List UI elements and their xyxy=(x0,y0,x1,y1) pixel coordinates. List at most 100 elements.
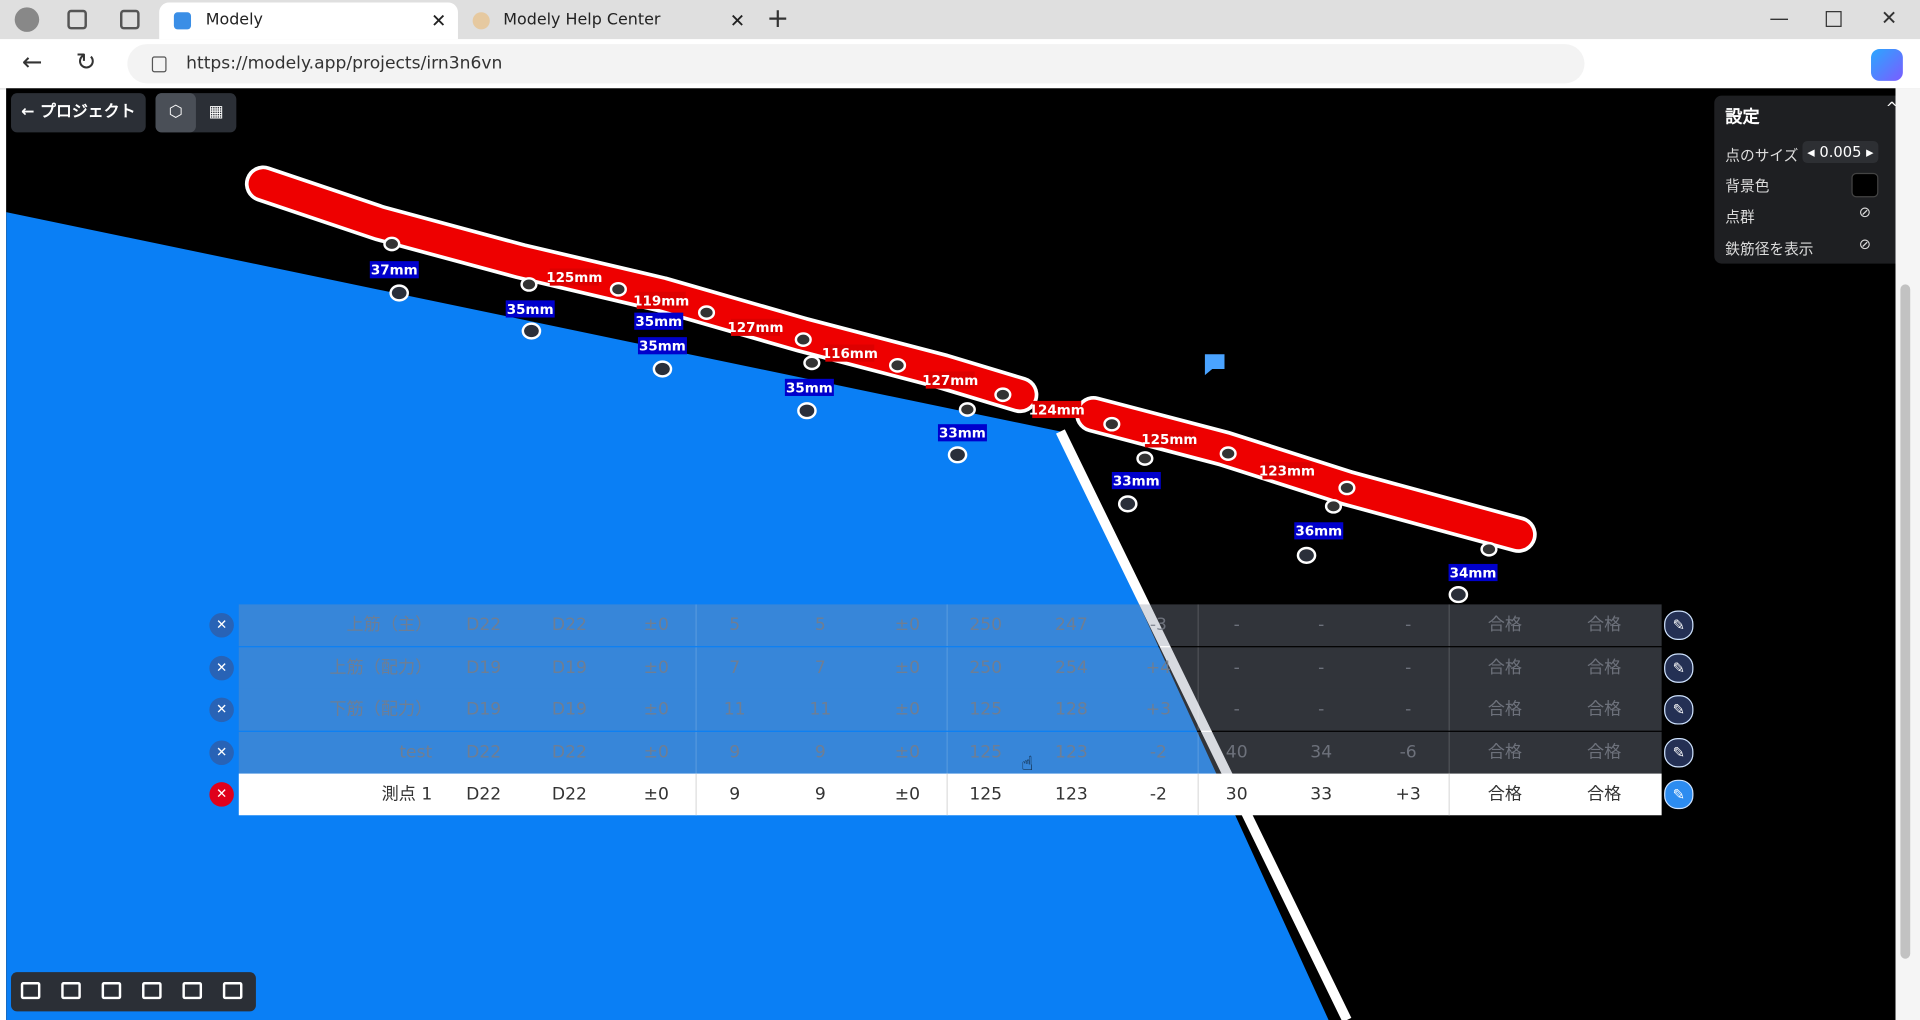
diameter-label: 125mm xyxy=(1141,432,1197,448)
copilot[interactable] xyxy=(1871,49,1903,81)
restore[interactable] xyxy=(1825,11,1842,27)
cover-label-bg xyxy=(637,337,687,355)
view-preset-button[interactable] xyxy=(101,981,122,1000)
rebar-ring xyxy=(1136,451,1154,466)
table-cell: 7 xyxy=(814,657,826,678)
table-row xyxy=(238,731,1662,773)
rebar-ring xyxy=(1219,446,1237,461)
table-cell: D19 xyxy=(551,700,587,720)
scene: 125mm 119mm 127mm 116mm 127mm 124mm 125mm 123mm… xyxy=(6,165,1537,1020)
rebar-ring xyxy=(1324,498,1343,514)
table-cell: - xyxy=(1197,646,1275,689)
table-cell: 40 xyxy=(1197,731,1275,773)
table-cell: ±0 xyxy=(643,742,669,762)
cover-label-bg xyxy=(505,300,555,318)
delete-button[interactable]: ✕ xyxy=(209,612,234,638)
url-field[interactable]: https://modely.app/projects/irn3n6vn xyxy=(127,44,1585,84)
reload[interactable]: ↻ xyxy=(75,46,97,77)
scroll-thumb[interactable] xyxy=(1900,284,1911,959)
cover-label: 35mm xyxy=(639,339,686,355)
3d-view-button[interactable]: ⬡ xyxy=(155,93,196,133)
cover-label: 35mm xyxy=(635,314,682,330)
delete-button[interactable]: ✕ xyxy=(209,782,234,807)
edit-button[interactable]: ✎ xyxy=(1664,737,1694,767)
cover-label: 33mm xyxy=(1113,473,1160,489)
view-preset-button[interactable] xyxy=(142,981,162,1000)
edit-button[interactable]: ✎ xyxy=(1664,652,1694,683)
view-preset-button[interactable] xyxy=(61,981,81,1000)
diameter-label-bg xyxy=(636,291,686,309)
table-cell: D22 xyxy=(466,784,502,805)
table-cell: 125 xyxy=(946,773,1024,816)
tab-title: Modely Help Center xyxy=(503,11,661,30)
table-cell: 5 xyxy=(695,604,773,647)
table-cell: 合格 xyxy=(1448,604,1560,647)
point-size-value: 0.005 xyxy=(1819,143,1862,161)
diameter-label-bg xyxy=(1144,430,1194,448)
table-cell: ±0 xyxy=(643,657,669,678)
rebar-ring xyxy=(1338,480,1356,496)
delete-button[interactable]: ✕ xyxy=(209,655,234,680)
edit-button[interactable]: ✎ xyxy=(1664,695,1694,725)
diameter-label-bg xyxy=(1032,400,1082,419)
rebar-ring xyxy=(520,277,538,292)
url: https://modely.app/projects/irn3n6vn xyxy=(186,53,503,74)
tab[interactable]: Modely Help Center ✕ xyxy=(460,2,754,39)
rebar-ring xyxy=(609,281,627,297)
rebar-ring xyxy=(994,387,1012,403)
lock-icon xyxy=(151,56,167,73)
table-cell: 合格 xyxy=(1448,773,1560,816)
close-window[interactable]: ✕ xyxy=(1880,6,1898,30)
tab-title: Modely xyxy=(205,11,263,30)
table-cell: - xyxy=(1197,604,1275,647)
tab-close[interactable]: ✕ xyxy=(729,9,746,32)
edit-button[interactable]: ✎ xyxy=(1664,610,1694,640)
diameter-label-bg xyxy=(731,318,781,336)
table-cell: 合格 xyxy=(1586,742,1622,762)
cover-label-bg xyxy=(1448,563,1498,582)
table-cell: 9 xyxy=(695,731,773,773)
new-tab[interactable]: + xyxy=(766,3,790,35)
table-cell: 247 xyxy=(1055,615,1088,636)
rebar-ring xyxy=(697,305,716,320)
visibility-toggle[interactable]: ⊘ xyxy=(1858,203,1872,221)
table-cell: -2 xyxy=(1149,784,1167,805)
tab-active[interactable]: Modely ✕ xyxy=(159,2,458,40)
view-preset-button[interactable] xyxy=(20,981,41,1000)
back-to-projects[interactable]: ← プロジェクト xyxy=(11,93,146,133)
diameter-label-bg xyxy=(549,268,599,286)
table-view-button[interactable]: ▦ xyxy=(208,102,224,122)
view-preset-button[interactable] xyxy=(222,981,243,1000)
delete-button[interactable]: ✕ xyxy=(209,697,234,723)
tab-close[interactable]: ✕ xyxy=(431,9,447,32)
diameter-label: 116mm xyxy=(822,346,878,362)
setting-label: 点群 xyxy=(1725,208,1755,226)
view-switch: ⬡ ▦ xyxy=(155,93,237,133)
table-cell: ±0 xyxy=(894,657,920,678)
profile-icon[interactable] xyxy=(14,7,40,32)
point-size-input[interactable]: ◂ 0.005 ▸ xyxy=(1802,140,1879,164)
table-cell: - xyxy=(1318,657,1325,678)
workspaces-icon[interactable] xyxy=(67,9,87,30)
comment-icon[interactable] xyxy=(1204,354,1225,376)
table-cell: ±0 xyxy=(643,784,669,805)
table-row xyxy=(238,604,1662,647)
table-cell: 9 xyxy=(814,742,826,762)
back[interactable]: ← xyxy=(22,46,43,77)
cover-label: 35mm xyxy=(507,302,554,318)
setting-label: 鉄筋径を表示 xyxy=(1725,240,1814,258)
view-preset-button[interactable] xyxy=(182,981,203,1000)
delete-button[interactable]: ✕ xyxy=(209,739,234,765)
rebar-ring xyxy=(794,332,812,347)
diameter-label-bg xyxy=(925,371,975,389)
table-cell: 合格 xyxy=(1448,646,1560,689)
collapse[interactable]: ^ xyxy=(1885,99,1899,117)
minimize[interactable]: — xyxy=(1769,6,1789,30)
edit-button[interactable]: ✎ xyxy=(1664,779,1694,810)
tab-actions-icon[interactable] xyxy=(120,9,140,30)
background-color-swatch[interactable] xyxy=(1851,172,1879,198)
visibility-toggle[interactable]: ⊘ xyxy=(1858,235,1872,253)
table-cell: 合格 xyxy=(1586,784,1622,805)
